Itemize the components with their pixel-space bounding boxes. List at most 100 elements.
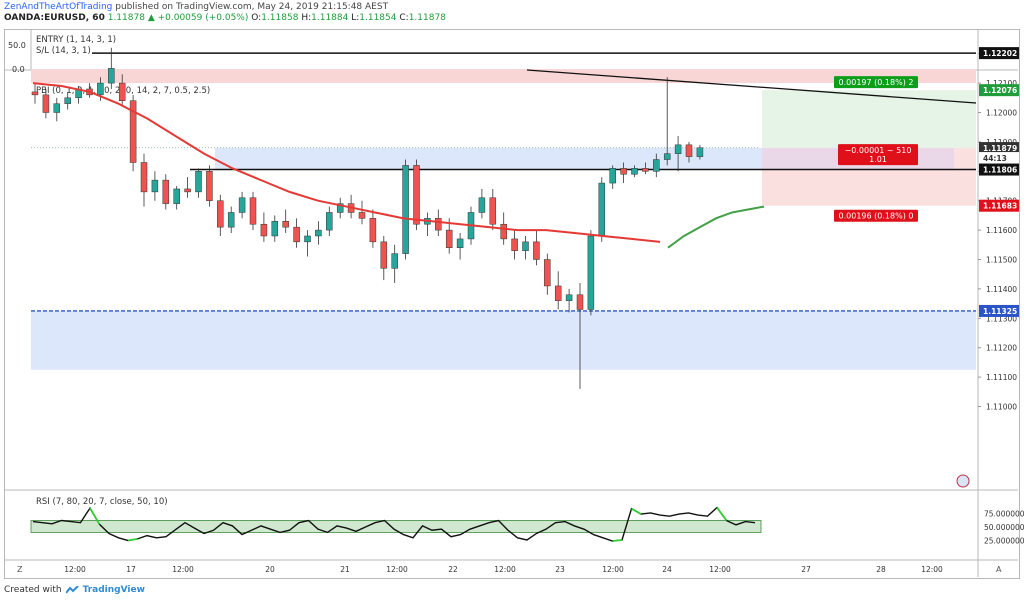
candle	[674, 144, 682, 154]
ohlc-close-label: C:	[399, 13, 409, 23]
price-tick-label: 1.11500	[986, 256, 1017, 265]
publish-line: ZenAndTheArtOfTrading published on Tradi…	[4, 2, 446, 13]
candle	[456, 238, 464, 248]
candle	[511, 238, 518, 251]
trendline	[526, 69, 977, 104]
pnl-label: −0.00001 ~ 510	[845, 146, 912, 155]
candle	[391, 253, 398, 269]
candle	[478, 197, 486, 213]
legend-sl[interactable]: S/L (14, 3, 1)	[36, 46, 91, 56]
price-label: 1.12076	[983, 86, 1017, 95]
footer: Created with TradingView	[4, 585, 145, 595]
candle	[151, 179, 159, 193]
ohlc-open: 1.11858	[261, 13, 299, 23]
price-label-box	[979, 47, 1019, 60]
ohlc-low: 1.11854	[359, 13, 397, 23]
rsi-extreme-segment	[89, 507, 101, 525]
zoom-icon[interactable]: Z	[17, 565, 23, 574]
legend-entry[interactable]: ENTRY (1, 14, 3, 1)	[36, 35, 117, 45]
candle	[500, 223, 507, 240]
price-tick-label: 1.11000	[986, 403, 1017, 412]
candle	[642, 168, 649, 172]
candle	[217, 200, 224, 228]
target-label-box	[834, 76, 918, 89]
author-link[interactable]: ZenAndTheArtOfTrading	[4, 2, 113, 12]
candle	[685, 144, 693, 157]
rsi-extreme-segment	[612, 539, 623, 542]
price-label: 1.11683	[983, 202, 1017, 211]
time-tick-label: 12:00	[386, 565, 408, 574]
candle	[108, 68, 115, 84]
published-text: published on TradingView.com, May 24, 20…	[115, 2, 389, 12]
price-tick-label: 1.11600	[986, 226, 1017, 235]
time-tick-label: 12:00	[709, 565, 731, 574]
rsi-tick-label: 25.000000	[984, 537, 1024, 546]
candle	[64, 97, 71, 104]
candle	[118, 82, 126, 101]
candle	[260, 223, 268, 237]
candle	[653, 159, 660, 172]
tradingview-logo-icon	[64, 585, 79, 594]
time-tick-label: 12:00	[494, 565, 516, 574]
candle	[53, 103, 61, 113]
top-pane-tick: 0.0	[12, 65, 25, 74]
time-tick-label: 28	[876, 565, 886, 574]
candle	[336, 203, 344, 213]
candle	[304, 235, 311, 243]
price-tick-label: 1.11200	[986, 344, 1017, 353]
candle	[696, 147, 704, 157]
price-tick-label: 1.11300	[986, 314, 1017, 323]
candle	[31, 91, 39, 96]
currency-flag-icon	[956, 474, 970, 488]
rsi-tick-label: 50.000000	[984, 523, 1024, 532]
pnl-label-box	[838, 144, 918, 166]
ema-green-line	[667, 205, 765, 249]
candle	[42, 94, 50, 113]
support-zone	[31, 310, 976, 370]
target-label: 0.00197 (0.18%) 2	[839, 78, 914, 87]
candle	[565, 294, 573, 301]
ohlc-close: 1.11878	[408, 13, 446, 23]
time-tick-label: 24	[662, 565, 672, 574]
tradingview-brand[interactable]: TradingView	[82, 585, 145, 595]
candle	[173, 188, 180, 204]
ohlc-low-label: L:	[351, 13, 360, 23]
candle	[489, 197, 497, 225]
price-change: ▲ +0.00059 (+0.05%)	[147, 13, 249, 23]
time-tick-label: 12:00	[921, 565, 943, 574]
candle	[522, 241, 529, 251]
ema-red-line	[32, 82, 661, 243]
time-tick-label: 12:00	[602, 565, 624, 574]
candle	[249, 197, 257, 225]
stop-label-box	[834, 209, 918, 222]
ohlc-open-label: O:	[251, 13, 262, 23]
symbol-name[interactable]: OANDA:EURUSD, 60	[4, 13, 105, 23]
candle	[402, 165, 409, 254]
price-tick-label: 1.12000	[986, 109, 1017, 118]
price-tick-label: 1.12100	[986, 79, 1017, 88]
time-tick-label: 21	[340, 565, 350, 574]
time-tick-label: 12:00	[172, 565, 194, 574]
ohlc-high: 1.11884	[311, 13, 349, 23]
candle	[380, 241, 388, 269]
candle	[413, 165, 420, 225]
ohlc-high-label: H:	[301, 13, 312, 23]
candle	[206, 171, 213, 201]
price-label: 1.12202	[983, 49, 1017, 58]
candle	[445, 229, 453, 248]
candle	[369, 218, 377, 243]
price-label-box	[979, 152, 1019, 165]
auto-scale-button[interactable]: A	[996, 565, 1002, 574]
time-tick-label: 23	[555, 565, 565, 574]
candle	[435, 218, 442, 231]
pnl-sub-label: 1.01	[869, 155, 887, 164]
rsi-tick-label: 75.000000	[984, 510, 1024, 519]
price-label: 1.11879	[983, 144, 1017, 153]
created-with-text: Created with	[4, 585, 62, 595]
price-label-box	[979, 199, 1019, 212]
time-tick-label: 22	[448, 565, 458, 574]
rsi-legend[interactable]: RSI (7, 80, 20, 7, close, 50, 10)	[36, 497, 168, 507]
candle	[554, 285, 562, 301]
top-pane-tick: 50.0	[8, 41, 26, 50]
